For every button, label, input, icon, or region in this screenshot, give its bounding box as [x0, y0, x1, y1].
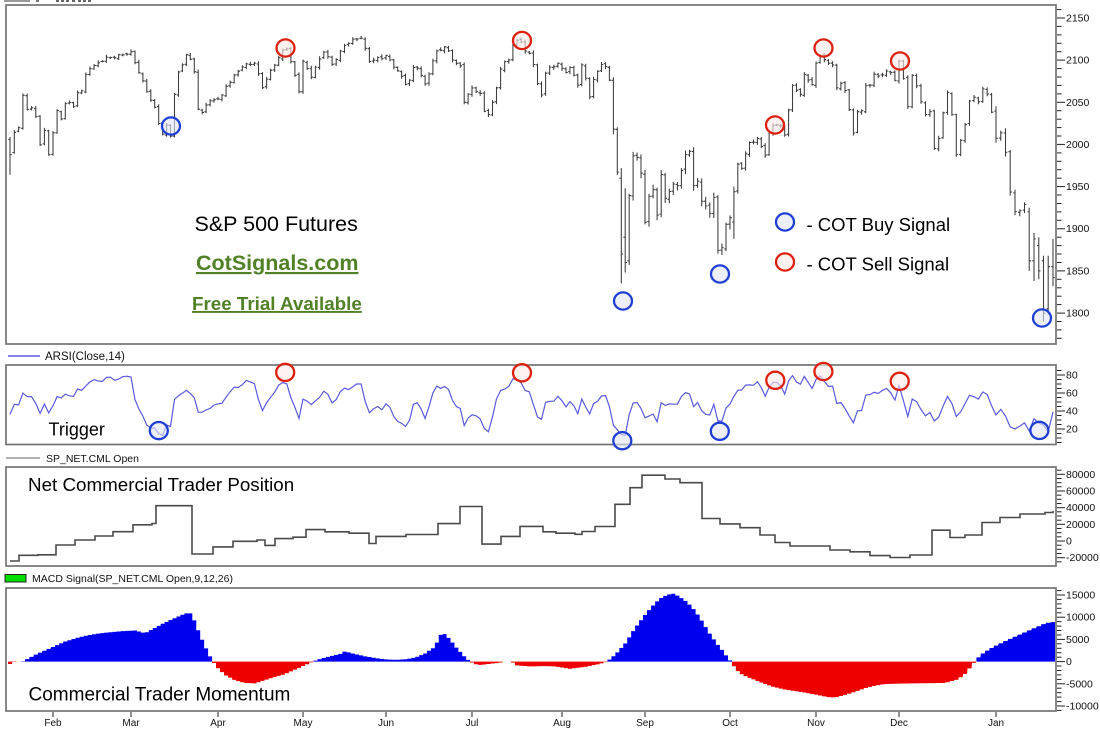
svg-text:80: 80	[1066, 370, 1078, 382]
svg-text:May: May	[294, 718, 313, 729]
svg-text:S&P 500 Futures: S&P 500 Futures	[195, 212, 358, 236]
svg-text:Jul: Jul	[466, 718, 479, 729]
svg-text:Apr: Apr	[210, 718, 226, 729]
svg-text:Trigger: Trigger	[49, 420, 105, 440]
svg-text:MACD Signal(SP_NET.CML Open,9,: MACD Signal(SP_NET.CML Open,9,12,26)	[32, 573, 233, 585]
svg-text:40: 40	[1066, 406, 1078, 418]
svg-text:0: 0	[1066, 656, 1072, 668]
svg-text:Oct: Oct	[722, 718, 738, 729]
svg-text:-20000: -20000	[1066, 552, 1099, 564]
svg-text:Jan: Jan	[988, 718, 1004, 729]
svg-text:Free Trial Available: Free Trial Available	[192, 293, 362, 314]
svg-text:Feb: Feb	[44, 718, 62, 729]
svg-text:60000: 60000	[1066, 486, 1095, 498]
svg-text:Dec: Dec	[890, 718, 908, 729]
svg-text:10000: 10000	[1066, 612, 1095, 624]
svg-text:5000: 5000	[1066, 634, 1090, 646]
svg-text:-5000: -5000	[1066, 678, 1093, 690]
svg-text:15000: 15000	[1066, 590, 1095, 602]
svg-text:0: 0	[1066, 536, 1072, 548]
svg-text:CotSignals.com: CotSignals.com	[196, 251, 358, 275]
svg-text:2150: 2150	[1066, 13, 1090, 25]
svg-text:- COT Buy Signal: - COT Buy Signal	[807, 214, 951, 235]
svg-text:1950: 1950	[1066, 181, 1090, 193]
svg-text:-10000: -10000	[1066, 701, 1099, 713]
svg-text:Jun: Jun	[378, 718, 394, 729]
svg-text:60: 60	[1066, 388, 1078, 400]
svg-text:Aug: Aug	[553, 718, 571, 729]
svg-text:- COT Sell Signal: - COT Sell Signal	[807, 254, 950, 275]
svg-text:Sep: Sep	[636, 718, 654, 729]
svg-text:1850: 1850	[1066, 265, 1090, 277]
svg-text:SP_NET.CML Open: SP_NET.CML Open	[46, 453, 139, 465]
svg-text:2050: 2050	[1066, 97, 1090, 109]
svg-text:1900: 1900	[1066, 223, 1090, 235]
svg-text:80000: 80000	[1066, 469, 1095, 481]
svg-text:2100: 2100	[1066, 55, 1090, 67]
svg-text:40000: 40000	[1066, 502, 1095, 514]
svg-text:Commercial Trader Momentum: Commercial Trader Momentum	[29, 685, 291, 706]
svg-text:Nov: Nov	[807, 718, 825, 729]
svg-text:1800: 1800	[1066, 308, 1090, 320]
svg-text:ARSI(Close,14): ARSI(Close,14)	[45, 351, 125, 363]
svg-text:20000: 20000	[1066, 519, 1095, 531]
svg-text:Net Commercial Trader Position: Net Commercial Trader Position	[28, 474, 294, 495]
svg-text:Mar: Mar	[122, 718, 140, 729]
svg-text:20: 20	[1066, 424, 1078, 436]
svg-text:2000: 2000	[1066, 139, 1090, 151]
